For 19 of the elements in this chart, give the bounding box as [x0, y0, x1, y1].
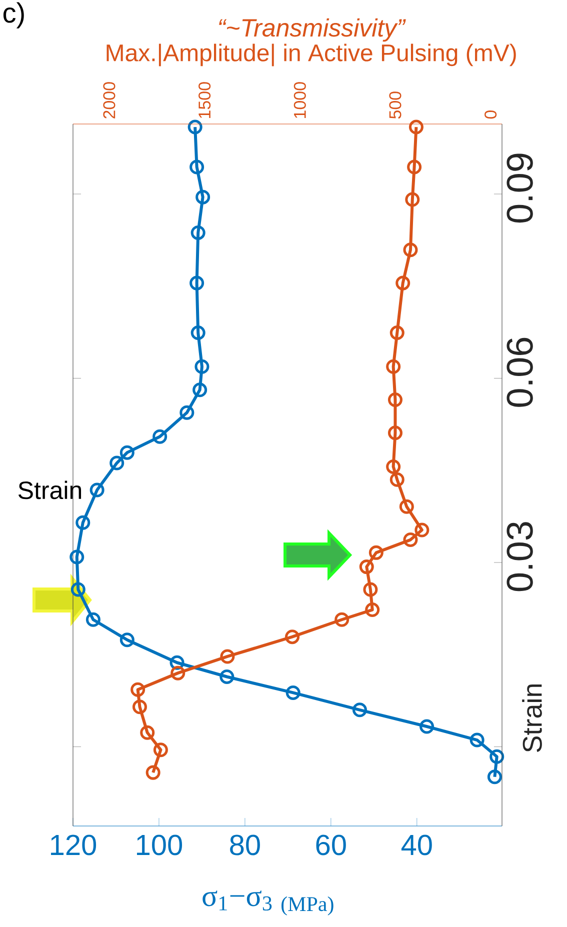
x-axis-title: σ$_{1}$−σ$_{3 (MPa)}$ — [202, 890, 334, 916]
x2-axis-title: Max.|Amplitude| in Active Pulsing (mV) — [106, 44, 516, 66]
chart-title: “~Transmissivity” — [219, 18, 406, 42]
x2-tick-label: 500 — [389, 92, 402, 119]
y-tick-label: 0.06 — [506, 338, 533, 407]
y-axis-title: Strain — [522, 684, 542, 752]
text: c) — [3, 2, 24, 28]
x-tick-label: 60 — [316, 834, 346, 856]
x-tick-label: 100 — [136, 834, 182, 856]
x2-tick-label: 0 — [484, 110, 497, 119]
x-tick-label: 120 — [51, 834, 96, 856]
x2-tick-label: 2000 — [103, 82, 116, 118]
y-tick-label: 0.09 — [506, 154, 533, 223]
x2-tick-label: 1000 — [294, 82, 306, 118]
x2-tick-label: 1500 — [198, 82, 211, 118]
x-tick-label: 80 — [230, 834, 260, 856]
annotation: Strain — [18, 480, 82, 500]
x-tick-label: 40 — [401, 834, 432, 856]
y-tick-label: 0.03 — [506, 522, 533, 592]
